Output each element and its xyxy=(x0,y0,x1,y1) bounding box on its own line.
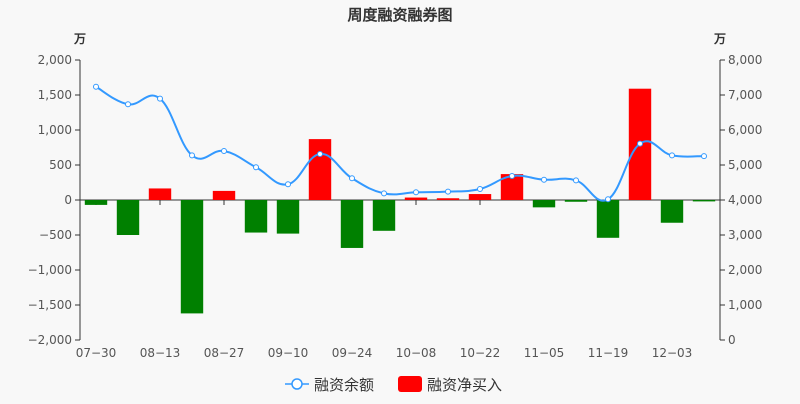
bar-net-buy xyxy=(148,188,172,200)
x-axis-tick-label: 09−10 xyxy=(268,346,309,360)
point-balance xyxy=(541,176,547,183)
right-axis-tick-label: 7,000 xyxy=(728,88,762,102)
right-axis-tick-label: 3,000 xyxy=(728,228,762,242)
right-axis-tick-label: 8,000 xyxy=(728,53,762,67)
legend-bar-swatch-icon xyxy=(398,376,422,392)
left-axis-tick-label: −500 xyxy=(39,228,72,242)
bar-net-buy xyxy=(276,200,300,234)
point-balance xyxy=(157,95,163,102)
point-balance xyxy=(253,164,259,171)
bar-net-buy xyxy=(244,200,268,233)
point-balance xyxy=(605,196,611,203)
legend: 融资余额 融资净买入 xyxy=(285,376,502,394)
x-axis-tick-label: 12−03 xyxy=(652,346,693,360)
right-axis-unit: 万 xyxy=(713,32,726,46)
bar-net-buy xyxy=(84,200,108,205)
legend-line-marker-icon xyxy=(291,378,303,390)
legend-item-balance[interactable]: 融资余额 xyxy=(285,376,374,394)
legend-label-net-buy: 融资净买入 xyxy=(427,376,502,394)
point-balance xyxy=(349,175,355,182)
left-axis-tick-label: 1,000 xyxy=(38,123,72,137)
left-axis-tick-label: 500 xyxy=(49,158,72,172)
left-axis-tick-label: 1,500 xyxy=(38,88,72,102)
bar-net-buy xyxy=(660,200,684,223)
legend-label-balance: 融资余额 xyxy=(314,376,374,394)
point-balance xyxy=(701,153,707,160)
x-axis-tick-label: 10−08 xyxy=(396,346,437,360)
right-axis-tick-label: 1,000 xyxy=(728,298,762,312)
bar-net-buy xyxy=(212,190,236,200)
line-balance xyxy=(95,85,705,202)
bar-net-buy xyxy=(436,198,460,200)
x-axis-tick-label: 10−22 xyxy=(460,346,501,360)
bar-net-buy xyxy=(692,200,716,202)
chart-title: 周度融资融券图 xyxy=(347,6,452,24)
point-balance xyxy=(573,177,579,184)
point-balance xyxy=(669,152,675,159)
point-balance xyxy=(637,140,643,147)
bar-net-buy xyxy=(500,174,524,200)
left-axis-tick-label: −1,500 xyxy=(28,298,72,312)
x-axis-tick-label: 08−27 xyxy=(204,346,245,360)
right-axis-tick-label: 4,000 xyxy=(728,193,762,207)
left-axis-tick-label: 0 xyxy=(64,193,72,207)
bar-net-buy xyxy=(372,200,396,231)
x-axis-tick-label: 08−13 xyxy=(140,346,181,360)
left-axis-unit: 万 xyxy=(73,32,86,46)
bar-net-buy xyxy=(596,200,620,238)
right-axis-tick-label: 5,000 xyxy=(728,158,762,172)
point-balance xyxy=(125,101,131,108)
x-axis-tick-label: 07−30 xyxy=(76,346,117,360)
bar-net-buy xyxy=(180,200,204,314)
left-axis-tick-label: −1,000 xyxy=(28,263,72,277)
point-balance xyxy=(413,189,419,196)
point-balance xyxy=(381,190,387,197)
point-balance xyxy=(285,181,291,188)
x-axis-tick-label: 11−05 xyxy=(524,346,565,360)
bar-net-buy xyxy=(404,197,428,200)
point-balance xyxy=(189,152,195,159)
bar-net-buy xyxy=(116,200,140,235)
x-axis-tick-label: 11−19 xyxy=(588,346,629,360)
point-balance xyxy=(317,150,323,157)
point-balance xyxy=(93,83,99,90)
point-balance xyxy=(509,173,515,180)
left-axis-tick-label: −2,000 xyxy=(28,333,72,347)
right-axis-tick-label: 6,000 xyxy=(728,123,762,137)
point-balance xyxy=(477,185,483,192)
bar-net-buy xyxy=(468,194,492,200)
bar-net-buy xyxy=(564,200,588,202)
x-axis-tick-label: 09−24 xyxy=(332,346,373,360)
bar-net-buy xyxy=(308,139,332,200)
bar-net-buy xyxy=(340,200,364,248)
right-axis-tick-label: 0 xyxy=(728,333,736,347)
bar-net-buy xyxy=(532,200,556,208)
right-axis-tick-label: 2,000 xyxy=(728,263,762,277)
legend-item-net-buy[interactable]: 融资净买入 xyxy=(398,376,502,394)
point-balance xyxy=(445,188,451,195)
point-balance xyxy=(221,148,227,154)
left-axis-tick-label: 2,000 xyxy=(38,53,72,67)
